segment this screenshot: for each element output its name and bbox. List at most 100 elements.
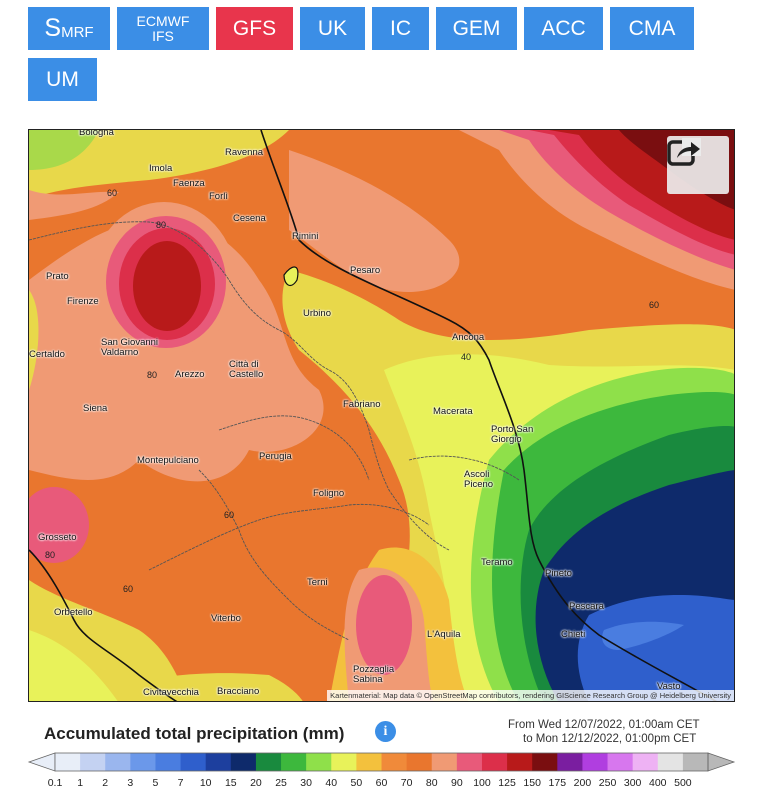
model-button-gem[interactable]: GEM — [436, 7, 517, 50]
scale-label: 90 — [451, 777, 463, 789]
scale-label: 70 — [400, 777, 413, 789]
date-to: to Mon 12/12/2022, 01:00pm CET — [523, 733, 697, 745]
scale-swatch — [582, 753, 609, 771]
city-label: Viterbo — [211, 613, 241, 624]
legend-title: Accumulated total precipitation (mm) — [44, 724, 345, 743]
scale-swatch — [55, 753, 81, 771]
city-label: Pozzaglia Sabina — [353, 664, 395, 685]
color-scale-bar — [27, 752, 736, 772]
city-label: Siena — [83, 403, 108, 414]
model-button-gfs[interactable]: GFS — [216, 7, 293, 50]
scale-swatch — [180, 753, 207, 771]
model-button-ic[interactable]: IC — [372, 7, 429, 50]
model-label-line1: ECMWF — [136, 12, 190, 29]
city-label: San Giovanni Valdarno — [101, 337, 159, 358]
scale-swatch — [456, 753, 483, 771]
scale-swatch — [105, 753, 131, 771]
contour-label: 80 — [147, 370, 158, 380]
city-label: Pescara — [569, 601, 604, 612]
scale-label: 200 — [573, 777, 592, 789]
city-label: Perugia — [259, 451, 292, 462]
city-label: Urbino — [303, 308, 331, 319]
scale-label: 60 — [375, 777, 388, 789]
scale-swatch — [331, 753, 357, 771]
city-label: Cesena — [233, 213, 266, 224]
scale-swatch — [481, 753, 508, 771]
city-label: Fabriano — [343, 399, 381, 410]
city-label: Ascoli Piceno — [464, 469, 494, 490]
city-label: Firenze — [67, 296, 99, 307]
map-attribution: Kartenmaterial: Map data © OpenStreetMap… — [327, 690, 734, 701]
scale-label: 7 — [177, 777, 184, 789]
city-label: Pesaro — [350, 265, 381, 276]
model-label-main: S — [44, 14, 62, 42]
scale-swatch — [306, 753, 332, 771]
contour-label: 40 — [461, 352, 472, 362]
scale-label: 250 — [598, 777, 617, 789]
contour-label: 60 — [107, 188, 118, 198]
city-label: Grosseto — [38, 532, 77, 543]
scale-label: 50 — [350, 777, 363, 789]
scale-swatch — [532, 753, 558, 771]
city-label: Montepulciano — [137, 455, 199, 466]
city-label: Faenza — [173, 178, 205, 189]
scale-label: 0.1 — [47, 777, 63, 789]
city-label: Forlì — [209, 191, 228, 202]
scale-swatch — [255, 753, 282, 771]
date-from: From Wed 12/07/2022, 01:00am CET — [508, 719, 700, 731]
scale-swatch — [381, 753, 408, 771]
model-label-line2: IFS — [152, 27, 174, 44]
info-icon[interactable]: i — [375, 721, 396, 742]
model-button-cma[interactable]: CMA — [610, 7, 694, 50]
precipitation-map[interactable]: 60 80 80 60 40 80 60 60 Bologna Imola Ra… — [28, 129, 735, 702]
scale-swatch — [130, 753, 156, 771]
scale-label: 20 — [250, 777, 262, 789]
city-label: Imola — [149, 163, 173, 174]
scale-swatch — [632, 753, 659, 771]
model-label-sub: MRF — [61, 23, 94, 41]
contour-label: 60 — [224, 510, 235, 520]
scale-label: 15 — [224, 777, 237, 789]
model-button-uk[interactable]: UK — [300, 7, 365, 50]
scale-label: 5 — [152, 777, 159, 789]
contour-label: 80 — [156, 220, 167, 230]
city-label: Porto San Giorgio — [491, 424, 534, 445]
scale-arrow-left — [27, 752, 56, 772]
city-label: Foligno — [313, 488, 345, 499]
city-label: Chieti — [561, 629, 586, 640]
model-button-um[interactable]: UM — [28, 58, 97, 101]
share-button[interactable] — [667, 136, 729, 194]
scale-swatch — [205, 753, 232, 771]
city-label: Ancona — [452, 332, 485, 343]
scale-swatch — [607, 753, 634, 771]
model-button-ecmwf[interactable]: ECMWF IFS — [117, 7, 209, 50]
city-label: Prato — [46, 271, 69, 282]
city-label: Città di Castello — [229, 359, 264, 380]
city-label: Certaldo — [29, 349, 65, 360]
city-label: Pineto — [545, 568, 572, 579]
model-button-smrf[interactable]: S MRF — [28, 7, 110, 50]
scale-swatch — [281, 753, 307, 771]
scale-label: 25 — [275, 777, 287, 789]
city-label: Rimini — [292, 231, 319, 242]
scale-label: 10 — [199, 777, 212, 789]
city-label: Vasto — [657, 681, 681, 692]
scale-swatch — [80, 753, 106, 771]
scale-swatch — [507, 753, 533, 771]
scale-label: 500 — [674, 777, 692, 789]
city-label: Terni — [307, 577, 328, 588]
scale-swatch — [431, 753, 458, 771]
model-button-acc[interactable]: ACC — [524, 7, 603, 50]
city-label: Ravenna — [225, 147, 264, 158]
scale-label: 150 — [523, 777, 541, 789]
city-label: Civitavecchia — [143, 687, 199, 698]
city-label: L'Aquila — [427, 629, 461, 640]
share-icon — [667, 138, 701, 166]
contour-label: 60 — [123, 584, 134, 594]
scale-outline — [54, 752, 709, 772]
city-label: Bracciano — [217, 686, 260, 697]
scale-label: 80 — [425, 777, 438, 789]
scale-label: 125 — [498, 777, 516, 789]
city-label: Teramo — [481, 557, 513, 568]
scale-label: 3 — [127, 777, 134, 789]
